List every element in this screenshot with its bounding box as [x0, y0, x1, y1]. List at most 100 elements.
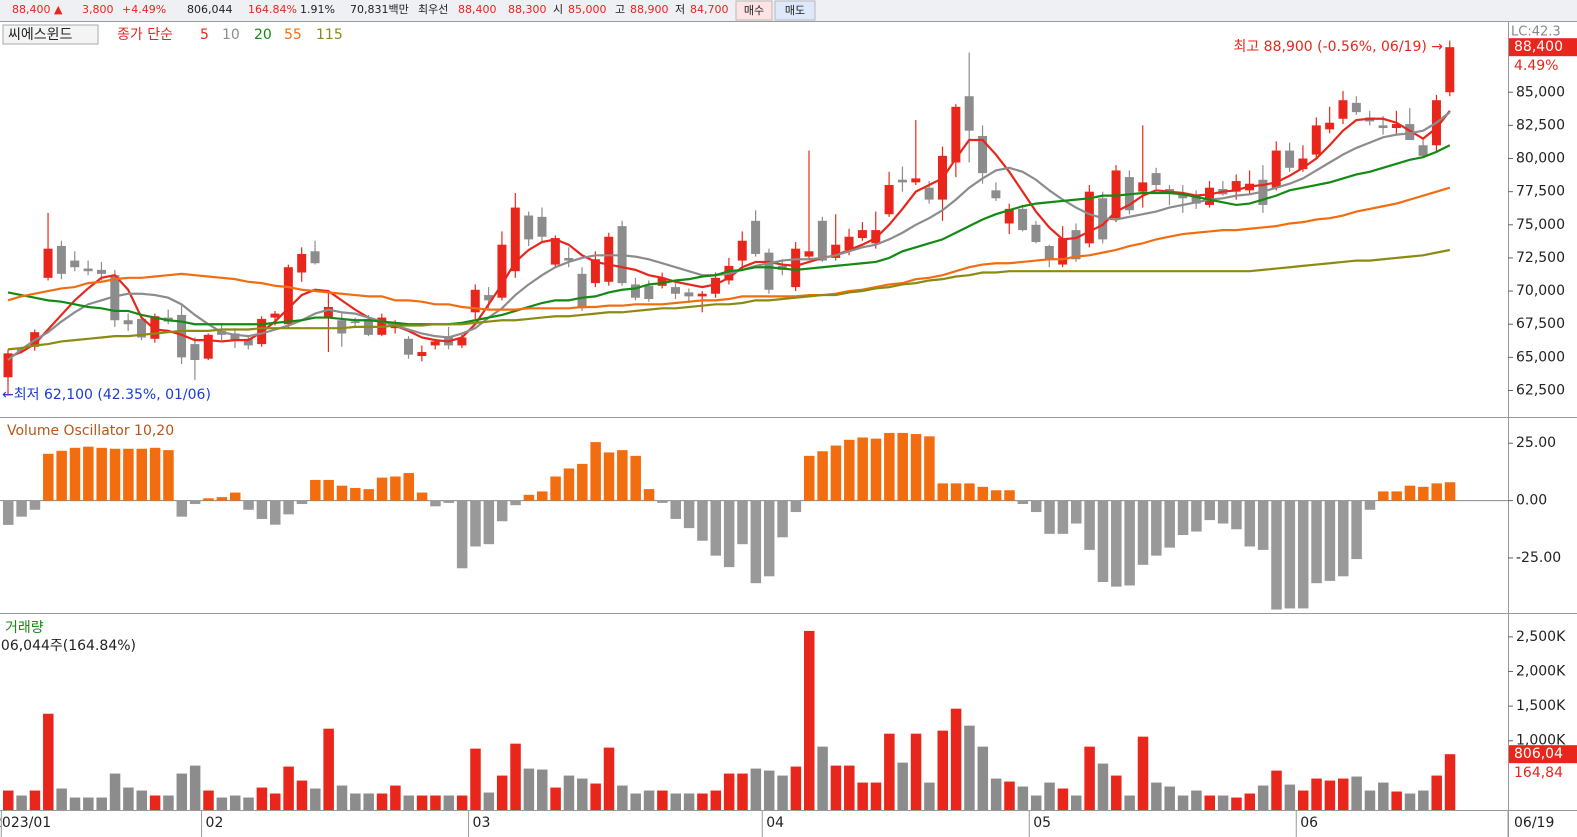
bar — [1257, 500, 1269, 550]
bar — [1057, 788, 1069, 810]
volume-ratio-label: 164,84 — [1514, 765, 1563, 781]
y-tick-label: 65,000 — [1516, 349, 1565, 365]
bar — [870, 438, 882, 501]
candle-body — [430, 341, 440, 346]
bar — [1004, 781, 1015, 810]
lc-label: LC:42.3 — [1511, 25, 1561, 40]
bar — [737, 773, 748, 810]
candle-body — [951, 106, 961, 163]
candle-body — [510, 207, 520, 272]
header-amount: 70,831백만 — [350, 3, 409, 16]
y-tick-label: 1,000K — [1516, 733, 1566, 749]
candle-body — [150, 316, 160, 339]
header-price: 88,400 ▲ — [12, 3, 63, 16]
bar — [924, 782, 935, 810]
bar — [109, 773, 121, 810]
candle-body — [991, 190, 1001, 199]
candle-body — [1058, 238, 1068, 265]
bar — [577, 463, 588, 501]
bar — [29, 500, 41, 510]
x-tick-label: 05 — [1033, 815, 1051, 831]
bar — [1271, 500, 1282, 610]
bar — [1124, 795, 1135, 810]
bar — [1137, 500, 1149, 565]
legend-entry: 10 — [222, 27, 240, 43]
bar — [229, 492, 241, 501]
bar — [1297, 790, 1309, 810]
bar — [550, 476, 561, 501]
candle-body — [697, 293, 707, 297]
bar — [430, 795, 441, 810]
bar — [777, 775, 788, 810]
sell-button[interactable] — [774, 0, 816, 21]
bar — [1324, 780, 1336, 810]
bar — [937, 483, 948, 501]
candle-body — [844, 236, 854, 250]
bar — [563, 775, 575, 810]
candle-body — [737, 240, 747, 261]
bar — [1177, 795, 1189, 810]
bar — [577, 778, 588, 810]
bar — [844, 765, 855, 810]
bar — [1271, 770, 1282, 810]
y-tick-label: 1,500K — [1516, 698, 1566, 714]
bar — [1378, 782, 1389, 810]
bar — [763, 500, 775, 577]
candle-body — [924, 187, 934, 200]
bar — [1351, 776, 1362, 810]
bar — [1431, 483, 1442, 501]
bar — [43, 453, 54, 501]
bar — [590, 783, 601, 810]
bar — [657, 790, 668, 810]
bar — [1057, 500, 1069, 534]
bar — [697, 500, 708, 541]
bar — [897, 762, 908, 810]
bar — [537, 769, 548, 810]
bar — [924, 436, 935, 501]
bar — [1177, 500, 1189, 535]
header-high: 88,900 — [630, 3, 669, 16]
bar — [844, 439, 855, 501]
bar — [123, 787, 134, 810]
candle-body — [1084, 191, 1094, 244]
volume-title: 거래량 — [5, 620, 44, 636]
bar — [216, 797, 228, 810]
buy-button[interactable] — [735, 0, 773, 21]
candle-body — [1138, 182, 1148, 192]
bar — [296, 780, 308, 810]
bar — [1418, 790, 1429, 810]
candle-body — [1271, 150, 1281, 188]
candle-body — [497, 244, 507, 298]
candle-body — [177, 314, 187, 358]
buy-label[interactable]: 매수 — [744, 4, 764, 17]
ma-line — [7, 111, 1451, 361]
ma-line — [7, 144, 1451, 326]
bar — [1244, 500, 1256, 547]
bar — [510, 743, 521, 810]
candle-body — [110, 275, 120, 321]
header-volume: 806,044 — [187, 3, 233, 16]
legend-title: 종가 단순 — [117, 27, 173, 43]
candle-body — [577, 273, 587, 309]
sell-label[interactable]: 매도 — [785, 4, 805, 17]
bar — [510, 500, 521, 506]
candle-body — [310, 251, 320, 264]
last-price-label: 88,400 — [1514, 39, 1563, 55]
header-low: 84,700 — [690, 3, 729, 16]
bar — [790, 500, 802, 513]
bar — [777, 500, 788, 538]
bar — [1204, 795, 1215, 810]
bar — [83, 446, 94, 501]
bar — [1204, 500, 1215, 521]
legend-entry: 55 — [284, 27, 302, 43]
candle-body — [1231, 181, 1241, 192]
bar — [750, 500, 762, 584]
bar — [1111, 775, 1122, 810]
bar — [1017, 786, 1029, 810]
bar — [3, 500, 14, 525]
bar — [390, 476, 401, 501]
bar — [56, 450, 67, 501]
bar — [1164, 500, 1175, 548]
candle-body — [83, 268, 93, 272]
chart-title: 씨에스윈드 — [8, 27, 73, 43]
